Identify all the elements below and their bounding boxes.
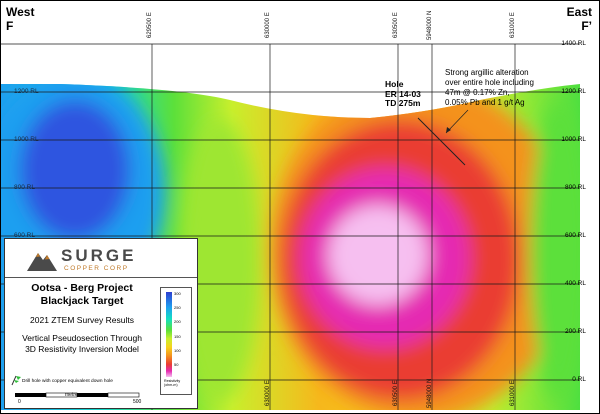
- brand-subtitle: COPPER CORP: [64, 265, 129, 272]
- grid-lines: [0, 43, 580, 410]
- colorbar-tick: 150: [174, 334, 181, 339]
- drill-hole-flag-icon: [11, 375, 21, 386]
- east-section-letter: F’: [581, 19, 592, 33]
- scale-end: 500: [133, 399, 142, 405]
- colorbar-tick: 250: [174, 305, 181, 310]
- alteration-callout-line: over entire hole including: [445, 78, 534, 87]
- northing-label-bottom: 5948000 N: [427, 378, 433, 408]
- project-title: Ootsa - Berg Project Blackjack Target: [5, 282, 159, 308]
- rl-label-left: 1000 RL: [14, 136, 39, 143]
- legend-panel: SURGE COPPER CORP Ootsa - Berg Project B…: [4, 238, 198, 409]
- drill-hole-trace: [417, 117, 466, 166]
- company-logo: SURGE COPPER CORP: [27, 243, 187, 277]
- rl-label-left: 600 RL: [14, 232, 35, 239]
- drill-hole-legend-text: Drill hole with copper equivalent down h…: [22, 379, 113, 384]
- resistivity-colorbar: 300 250 200 150 100 50 Resistivity (ohm-…: [160, 287, 192, 395]
- east-label: East: [566, 5, 592, 19]
- brand-name: SURGE: [61, 246, 137, 265]
- colorbar-title: Resistivity (ohm-m): [164, 379, 180, 387]
- drill-hole-label: Hole ER 14-03 TD 275m: [385, 79, 421, 109]
- northing-label-top: 5948000 N: [427, 10, 433, 40]
- model-description: Vertical Pseudosection Through 3D Resist…: [5, 333, 159, 355]
- alteration-callout-line: 0.05% Pb and 1 g/t Ag: [445, 98, 525, 107]
- rl-label-right: 0 RL: [572, 376, 586, 383]
- rl-label-left: 1200 RL: [14, 88, 39, 95]
- colorbar-tick: 300: [174, 291, 181, 296]
- alteration-callout: Strong argillic alteration over entire h…: [445, 68, 534, 108]
- rl-label-left: 800 RL: [14, 184, 35, 191]
- rl-label-right: 1400 RL: [561, 40, 586, 47]
- easting-label-top: 629500 E: [147, 12, 153, 38]
- easting-label-top: 631000 E: [510, 12, 516, 38]
- alteration-callout-line: Strong argillic alteration: [445, 68, 529, 77]
- easting-label-top: 630000 E: [265, 12, 271, 38]
- west-label: West: [6, 5, 35, 19]
- drill-hole-id: ER 14-03: [385, 88, 421, 99]
- scale-unit: metres: [65, 392, 81, 398]
- west-section-letter: F: [6, 19, 14, 33]
- colorbar-gradient: [166, 292, 172, 377]
- colorbar-title-line: Resistivity: [164, 379, 181, 383]
- easting-label-bottom: 630500 E: [393, 380, 399, 406]
- alteration-callout-line: 47m @ 0.17% Zn,: [445, 88, 510, 97]
- callout-arrowhead: [446, 127, 451, 133]
- model-line: 3D Resistivity Inversion Model: [25, 344, 139, 354]
- colorbar-unit: (ohm-m): [164, 383, 178, 387]
- target-name: Blackjack Target: [40, 295, 124, 307]
- drill-hole-label-line: Hole: [385, 79, 404, 89]
- scale-start: 0: [18, 399, 21, 405]
- scale-bar: [15, 392, 140, 398]
- mountain-logo-icon: [27, 253, 57, 271]
- rl-label-right: 600 RL: [565, 232, 586, 239]
- model-line: Vertical Pseudosection Through: [22, 333, 142, 343]
- colorbar-tick: 50: [174, 362, 179, 367]
- easting-label-top: 630500 E: [393, 12, 399, 38]
- rl-label-right: 400 RL: [565, 280, 586, 287]
- drill-hole-depth: TD 275m: [385, 98, 421, 108]
- easting-label-bottom: 630000 E: [265, 380, 271, 406]
- rl-label-right: 1200 RL: [561, 88, 586, 95]
- colorbar-tick: 200: [174, 319, 181, 324]
- legend-divider: [5, 277, 197, 278]
- rl-label-right: 800 RL: [565, 184, 586, 191]
- colorbar-tick: 100: [174, 348, 181, 353]
- rl-label-right: 1000 RL: [561, 136, 586, 143]
- rl-label-right: 200 RL: [565, 328, 586, 335]
- survey-title: 2021 ZTEM Survey Results: [30, 315, 134, 325]
- project-name: Ootsa - Berg Project: [31, 282, 133, 294]
- easting-label-bottom: 631000 E: [510, 380, 516, 406]
